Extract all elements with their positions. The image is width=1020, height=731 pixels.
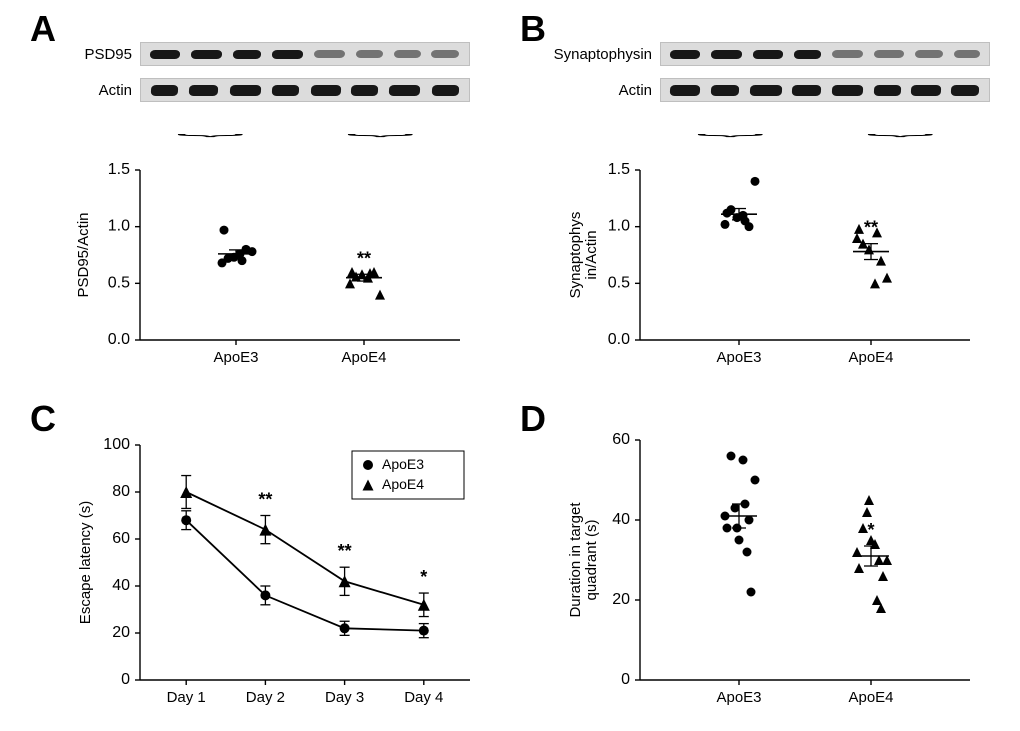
svg-text:*: * <box>867 520 874 540</box>
svg-text:20: 20 <box>612 591 630 608</box>
svg-text:Duration in targetquadrant (s): Duration in targetquadrant (s) <box>567 502 600 618</box>
svg-text:80: 80 <box>112 483 130 500</box>
brace-b-left: ⏟ <box>697 120 764 137</box>
svg-text:Synaptophysin/Actin: Synaptophysin/Actin <box>567 212 600 299</box>
blot-label-actin-b: Actin <box>552 82 652 99</box>
svg-text:1.5: 1.5 <box>108 161 130 178</box>
svg-text:1.5: 1.5 <box>608 161 630 178</box>
svg-text:ApoE3: ApoE3 <box>716 349 761 366</box>
svg-text:**: ** <box>338 541 352 561</box>
brace-b-right: ⏟ <box>867 120 934 137</box>
svg-text:Day 2: Day 2 <box>246 689 285 706</box>
western-blot-a: PSD95 Actin ⏟ ⏟ <box>140 42 470 102</box>
svg-text:**: ** <box>258 490 272 510</box>
svg-text:100: 100 <box>103 436 130 453</box>
chart-a: 0.0 0.5 1.0 1.5 PSD95/Actin ApoE3 ApoE4 ** <box>70 160 480 380</box>
svg-text:1.0: 1.0 <box>608 218 630 235</box>
blot-label-actin-a: Actin <box>72 82 132 99</box>
svg-text:PSD95/Actin: PSD95/Actin <box>75 212 92 297</box>
svg-text:ApoE4: ApoE4 <box>382 476 424 492</box>
svg-text:0.0: 0.0 <box>108 331 130 348</box>
blot-label-psd95: PSD95 <box>72 46 132 63</box>
svg-text:ApoE4: ApoE4 <box>848 349 893 366</box>
svg-text:60: 60 <box>612 431 630 448</box>
blot-track-actin-b <box>660 78 990 102</box>
blot-label-syn: Synaptophysin <box>552 46 652 63</box>
svg-text:*: * <box>420 567 427 587</box>
panel-label-d: D <box>520 398 546 440</box>
svg-text:Day 3: Day 3 <box>325 689 364 706</box>
panel-label-b: B <box>520 8 546 50</box>
brace-a-right: ⏟ <box>347 120 414 137</box>
svg-text:1.0: 1.0 <box>108 218 130 235</box>
svg-text:0.5: 0.5 <box>108 274 130 291</box>
chart-d: 0 20 40 60 Duration in targetquadrant (s) Apo… <box>570 430 990 720</box>
western-blot-b: Synaptophysin Actin ⏟ ⏟ <box>660 42 990 102</box>
svg-text:ApoE3: ApoE3 <box>213 349 258 366</box>
blot-track-psd95 <box>140 42 470 66</box>
blot-track-syn <box>660 42 990 66</box>
panel-label-a: A <box>30 8 56 50</box>
svg-text:0.0: 0.0 <box>608 331 630 348</box>
svg-text:ApoE4: ApoE4 <box>848 689 893 706</box>
svg-text:**: ** <box>357 248 371 268</box>
svg-text:Day 1: Day 1 <box>167 689 206 706</box>
svg-text:Escape latency (s): Escape latency (s) <box>77 501 94 624</box>
brace-a-left: ⏟ <box>177 120 244 137</box>
svg-text:0: 0 <box>121 671 130 688</box>
svg-text:**: ** <box>864 218 878 238</box>
svg-text:20: 20 <box>112 624 130 641</box>
svg-text:Day 4: Day 4 <box>404 689 443 706</box>
svg-text:60: 60 <box>112 530 130 547</box>
panel-label-c: C <box>30 398 56 440</box>
svg-text:ApoE3: ApoE3 <box>382 456 424 472</box>
svg-text:ApoE4: ApoE4 <box>341 349 386 366</box>
blot-track-actin-a <box>140 78 470 102</box>
svg-text:40: 40 <box>112 577 130 594</box>
svg-text:0: 0 <box>621 671 630 688</box>
chart-b: 0.0 0.5 1.0 1.5 Synaptophysin/Actin ApoE3 ApoE… <box>570 160 990 380</box>
svg-text:0.5: 0.5 <box>608 274 630 291</box>
chart-c: 0 20 40 60 80 100 Day 1 Day 2 Day 3 Day 4 Escape l… <box>70 430 490 720</box>
svg-text:40: 40 <box>612 511 630 528</box>
svg-text:ApoE3: ApoE3 <box>716 689 761 706</box>
